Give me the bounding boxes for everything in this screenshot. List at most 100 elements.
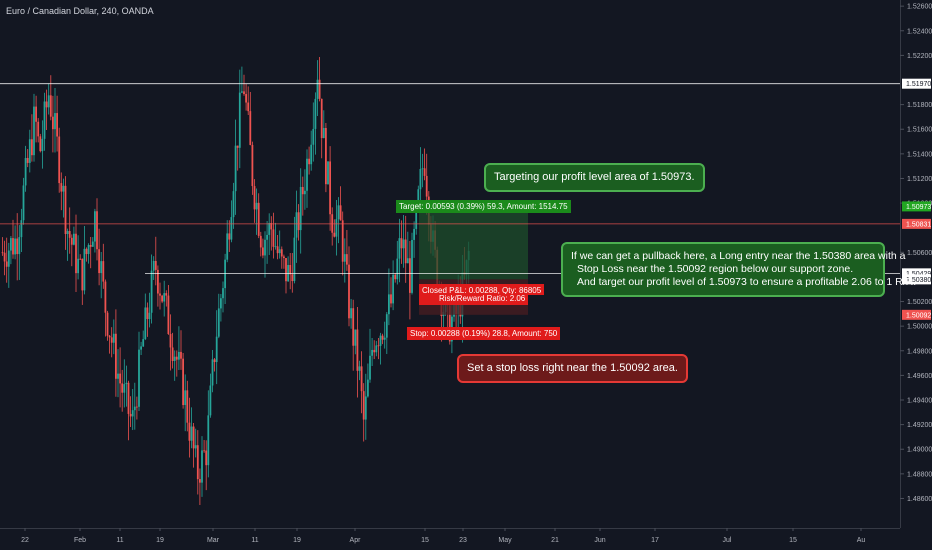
candle-body — [190, 426, 193, 441]
candle-body — [70, 237, 73, 245]
y-tick-label: 1.48600 — [907, 496, 932, 503]
y-tick-label: 1.51200 — [907, 176, 932, 183]
candle-body — [85, 248, 88, 255]
risk-reward-tag: Risk/Reward Ratio: 2.06 — [419, 294, 529, 305]
candle-body — [308, 158, 310, 165]
candle-body — [178, 351, 180, 360]
stop-note-text: Set a stop loss right near the 1.50092 a… — [467, 362, 678, 374]
candle-body — [131, 410, 134, 417]
candle-body — [31, 139, 33, 156]
y-tick-label: 1.52200 — [907, 53, 932, 60]
target-note[interactable]: Targeting our profit level area of 1.509… — [484, 163, 705, 192]
candle-body — [171, 347, 174, 362]
candle-body — [91, 241, 94, 247]
candle-body — [66, 231, 69, 235]
candle-body — [209, 385, 212, 416]
candle-body — [192, 426, 195, 449]
level-price-label: 1.51970 — [906, 81, 931, 88]
candle-body — [385, 314, 388, 338]
x-tick-label: 21 — [551, 537, 559, 544]
y-tick-label: 1.51400 — [907, 151, 932, 158]
candle-body — [98, 249, 100, 274]
candle-body — [354, 329, 357, 346]
candle-body — [125, 382, 128, 385]
y-tick-label: 1.50200 — [907, 299, 932, 306]
candle-body — [299, 186, 302, 231]
candle-body — [335, 219, 338, 237]
candle-body — [255, 202, 258, 210]
candle-body — [87, 244, 90, 255]
candle-body — [348, 264, 350, 319]
candle-body — [295, 212, 298, 238]
x-tick-label: Apr — [350, 537, 362, 544]
entry-note-line-2: Stop Loss near the 1.50092 region below … — [577, 263, 854, 275]
stop-note[interactable]: Set a stop loss right near the 1.50092 a… — [457, 354, 688, 383]
x-tick-label: 15 — [421, 537, 429, 544]
target-zone[interactable] — [419, 206, 528, 280]
target-price-tag-label: 1.50973 — [906, 204, 931, 211]
candle-body — [400, 238, 403, 249]
candle-body — [373, 349, 376, 353]
candle-body — [314, 98, 317, 129]
candle-body — [14, 238, 16, 255]
candle-body — [112, 333, 115, 343]
candle-body — [285, 258, 287, 282]
candle-body — [110, 337, 113, 343]
candle-body — [54, 113, 56, 130]
candle-body — [234, 145, 237, 192]
stop-price-tag-label: 1.50092 — [906, 312, 931, 319]
candle-body — [379, 335, 382, 346]
candle-body — [184, 390, 187, 406]
candle-body — [371, 349, 373, 356]
candle-body — [268, 223, 271, 235]
candle-body — [404, 239, 407, 264]
chart-title: Euro / Canadian Dollar, 240, OANDA — [6, 6, 154, 16]
candle-body — [423, 168, 426, 176]
x-tick-label: Au — [857, 537, 866, 544]
candle-body — [390, 294, 392, 304]
candle-body — [188, 422, 191, 441]
candle-body — [394, 274, 397, 280]
candle-body — [243, 91, 245, 95]
candle-body — [175, 356, 178, 360]
candle-body — [278, 249, 281, 254]
candle-body — [377, 345, 380, 347]
candle-body — [138, 349, 140, 407]
candle-body — [45, 101, 48, 108]
level-price-tag — [902, 78, 931, 89]
candle-body — [26, 157, 29, 163]
candle-body — [251, 144, 254, 187]
level-price-label: 1.50831 — [906, 221, 931, 228]
candle-body — [238, 92, 241, 148]
candle-body — [413, 228, 415, 240]
candle-body — [64, 185, 67, 235]
candle-body — [306, 158, 308, 191]
entry-note[interactable]: If we can get a pullback here, a Long en… — [561, 242, 916, 297]
y-tick-label: 1.49800 — [907, 348, 932, 355]
candle-body — [398, 238, 401, 259]
candle-body — [3, 252, 6, 262]
candle-body — [167, 295, 170, 335]
candle-body — [104, 281, 107, 313]
candle-body — [245, 94, 247, 103]
y-tick-label: 1.48800 — [907, 471, 932, 478]
target-note-text: Targeting our profit level area of 1.509… — [494, 171, 695, 183]
candle-body — [121, 383, 124, 393]
candle-body — [100, 261, 103, 274]
candle-body — [421, 168, 424, 170]
level-price-label: 1.50429 — [906, 271, 931, 278]
candle-body — [150, 270, 153, 313]
candle-body — [411, 239, 413, 293]
candle-body — [12, 238, 14, 255]
candle-body — [402, 239, 405, 249]
candle-body — [148, 312, 151, 320]
candle-body — [161, 295, 163, 302]
candle-body — [60, 183, 63, 192]
candle-body — [329, 161, 331, 215]
x-tick-label: May — [498, 537, 512, 544]
candle-body — [173, 356, 176, 362]
y-tick-label: 1.52600 — [907, 4, 932, 11]
candle-body — [199, 479, 201, 483]
candle-body — [230, 217, 233, 240]
candle-body — [81, 258, 84, 291]
